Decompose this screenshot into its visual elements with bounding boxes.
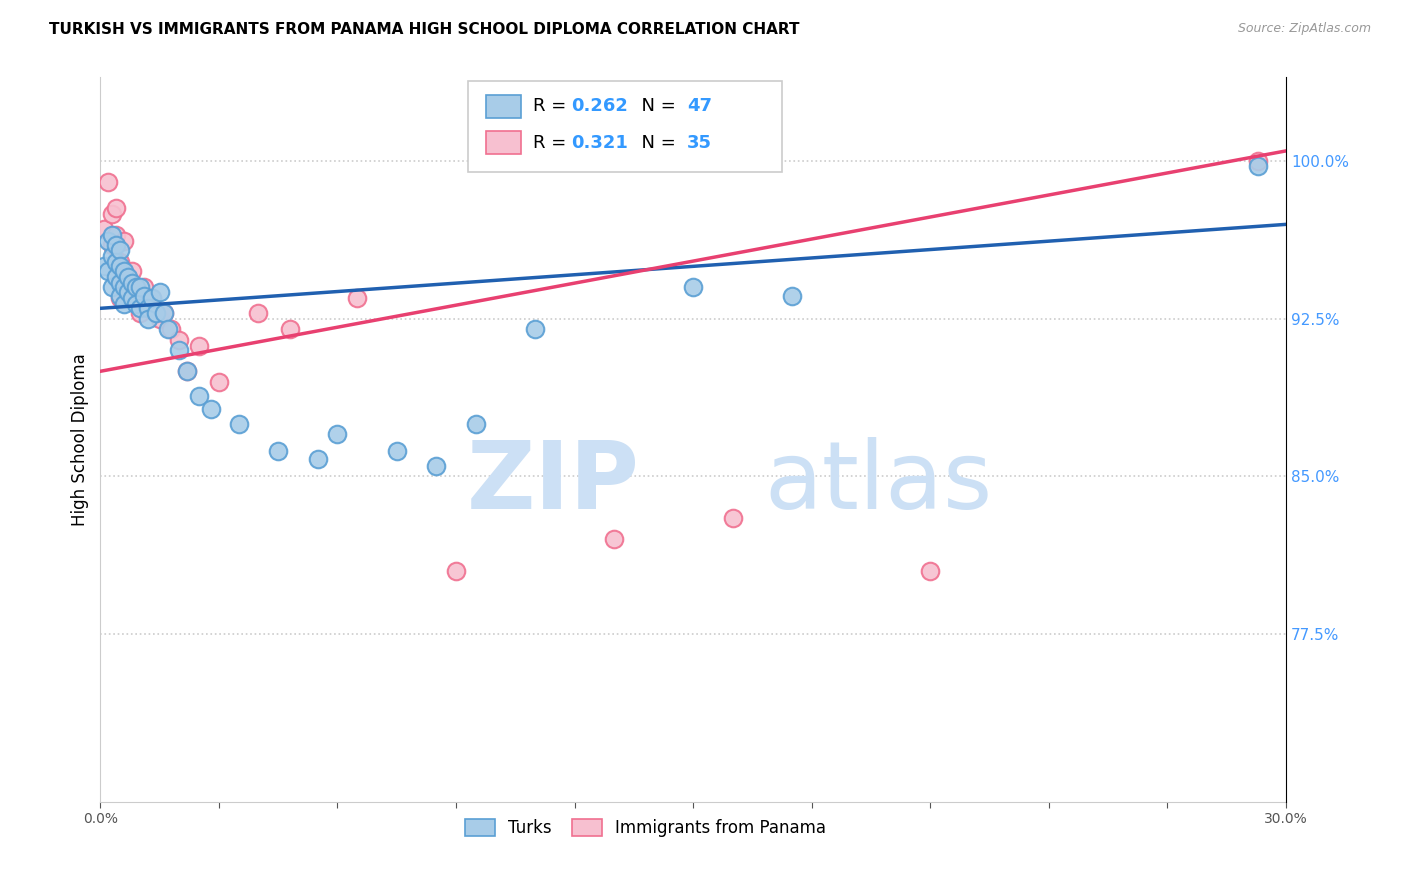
- Point: [136, 311, 159, 326]
- Point: [105, 255, 128, 269]
- Point: [208, 375, 231, 389]
- Point: [1247, 154, 1270, 169]
- Point: [228, 417, 250, 431]
- Point: [444, 564, 467, 578]
- Point: [112, 234, 135, 248]
- Point: [101, 249, 124, 263]
- Point: [97, 234, 120, 248]
- Text: TURKISH VS IMMIGRANTS FROM PANAMA HIGH SCHOOL DIPLOMA CORRELATION CHART: TURKISH VS IMMIGRANTS FROM PANAMA HIGH S…: [49, 22, 800, 37]
- Legend: Turks, Immigrants from Panama: Turks, Immigrants from Panama: [458, 813, 832, 844]
- Point: [326, 427, 349, 442]
- Point: [105, 201, 128, 215]
- Point: [136, 301, 159, 316]
- Point: [307, 452, 329, 467]
- Point: [176, 364, 198, 378]
- Text: N =: N =: [630, 97, 682, 115]
- Point: [132, 289, 155, 303]
- Point: [1247, 159, 1270, 173]
- Text: R =: R =: [533, 134, 572, 152]
- Text: Source: ZipAtlas.com: Source: ZipAtlas.com: [1237, 22, 1371, 36]
- Text: R =: R =: [533, 97, 572, 115]
- Point: [160, 322, 183, 336]
- Point: [145, 305, 167, 319]
- Point: [108, 243, 131, 257]
- Point: [108, 289, 131, 303]
- Point: [188, 389, 211, 403]
- Point: [117, 291, 139, 305]
- Point: [247, 305, 270, 319]
- Point: [125, 280, 148, 294]
- Point: [121, 263, 143, 277]
- Point: [93, 260, 115, 274]
- Point: [346, 291, 368, 305]
- Point: [152, 305, 174, 319]
- Point: [128, 305, 150, 319]
- Text: ZIP: ZIP: [467, 437, 640, 529]
- Text: 47: 47: [688, 97, 713, 115]
- Point: [121, 291, 143, 305]
- Point: [278, 322, 301, 336]
- Point: [267, 444, 290, 458]
- Point: [112, 280, 135, 294]
- Point: [97, 263, 120, 277]
- Point: [117, 269, 139, 284]
- Point: [603, 532, 626, 546]
- Point: [97, 175, 120, 189]
- Point: [112, 297, 135, 311]
- FancyBboxPatch shape: [485, 95, 522, 118]
- Point: [112, 263, 135, 277]
- Point: [149, 311, 172, 326]
- Point: [128, 301, 150, 316]
- Text: 35: 35: [688, 134, 713, 152]
- Point: [156, 322, 179, 336]
- Point: [105, 238, 128, 252]
- Y-axis label: High School Diploma: High School Diploma: [72, 353, 89, 526]
- Point: [169, 343, 191, 358]
- Point: [101, 238, 124, 252]
- Point: [176, 364, 198, 378]
- Point: [721, 511, 744, 525]
- Point: [136, 301, 159, 316]
- Point: [200, 402, 222, 417]
- Point: [920, 564, 942, 578]
- Point: [524, 322, 547, 336]
- Point: [108, 291, 131, 305]
- Point: [152, 305, 174, 319]
- Text: 0.321: 0.321: [571, 134, 628, 152]
- Point: [117, 276, 139, 290]
- Point: [780, 289, 803, 303]
- Point: [112, 263, 135, 277]
- Point: [141, 291, 163, 305]
- Point: [425, 458, 447, 473]
- Point: [188, 339, 211, 353]
- Point: [93, 221, 115, 235]
- Point: [149, 285, 172, 299]
- Point: [108, 255, 131, 269]
- Text: N =: N =: [630, 134, 682, 152]
- Point: [101, 227, 124, 242]
- Point: [101, 207, 124, 221]
- Point: [132, 280, 155, 294]
- Point: [141, 291, 163, 305]
- Point: [108, 276, 131, 290]
- Point: [682, 280, 704, 294]
- Point: [125, 297, 148, 311]
- Point: [108, 260, 131, 274]
- Point: [108, 269, 131, 284]
- Point: [125, 280, 148, 294]
- Point: [169, 333, 191, 347]
- Point: [121, 291, 143, 305]
- Point: [105, 227, 128, 242]
- Point: [121, 276, 143, 290]
- FancyBboxPatch shape: [468, 81, 782, 171]
- Point: [101, 280, 124, 294]
- Point: [105, 269, 128, 284]
- Point: [385, 444, 408, 458]
- Point: [117, 285, 139, 299]
- Point: [464, 417, 486, 431]
- Point: [128, 280, 150, 294]
- Text: atlas: atlas: [765, 437, 993, 529]
- Text: 0.262: 0.262: [571, 97, 628, 115]
- FancyBboxPatch shape: [485, 131, 522, 154]
